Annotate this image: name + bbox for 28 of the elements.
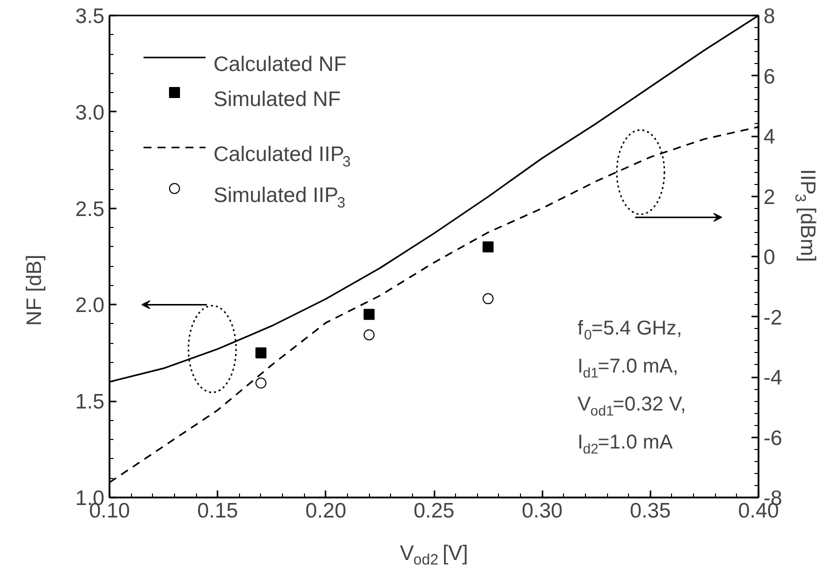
point bbox=[255, 347, 266, 358]
y2-axis-title: IIP3 [dBm] bbox=[792, 168, 819, 262]
legend-label: Simulated NF bbox=[214, 88, 341, 111]
legend-label: Calculated NF bbox=[214, 53, 347, 76]
point bbox=[482, 241, 494, 252]
y2-tick-label: 8 bbox=[764, 5, 776, 28]
y-tick-label: 2.0 bbox=[75, 294, 105, 318]
y-axis-title: NF [dB] bbox=[23, 254, 46, 326]
point bbox=[364, 329, 375, 340]
point bbox=[482, 293, 494, 304]
x-tick-label: 0.35 bbox=[630, 500, 671, 522]
x-tick-label: 0.25 bbox=[414, 500, 454, 522]
y-tick-label: 3.0 bbox=[75, 101, 105, 124]
x-tick-label: 0.30 bbox=[522, 500, 563, 522]
x-tick-label: 0.15 bbox=[197, 500, 238, 522]
y2-tick-label: 6 bbox=[764, 65, 776, 88]
point bbox=[255, 378, 266, 389]
y-tick-label: 2.5 bbox=[75, 198, 105, 221]
y2-tick-label: -6 bbox=[764, 426, 782, 450]
y-tick-label: 1.5 bbox=[75, 390, 105, 414]
y2-tick-label: 0 bbox=[764, 246, 776, 269]
y-tick-label: 3.5 bbox=[75, 5, 105, 28]
point bbox=[364, 308, 375, 320]
x-tick-label: 0.20 bbox=[305, 500, 346, 522]
y2-tick-label: 2 bbox=[764, 186, 776, 209]
y2-tick-label: -2 bbox=[764, 306, 782, 330]
y2-tick-label: 4 bbox=[764, 126, 776, 148]
y2-tick-label: -4 bbox=[764, 366, 782, 390]
